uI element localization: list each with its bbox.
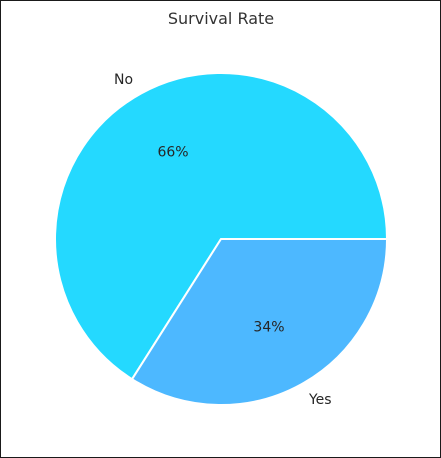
slice-label-yes: Yes [308, 392, 332, 408]
slice-label-no: No [114, 72, 133, 88]
slice-percent-no: 66% [157, 145, 188, 161]
pie-slices [55, 73, 387, 405]
slice-percent-yes: 34% [253, 319, 284, 335]
chart-title: Survival Rate [168, 9, 274, 28]
